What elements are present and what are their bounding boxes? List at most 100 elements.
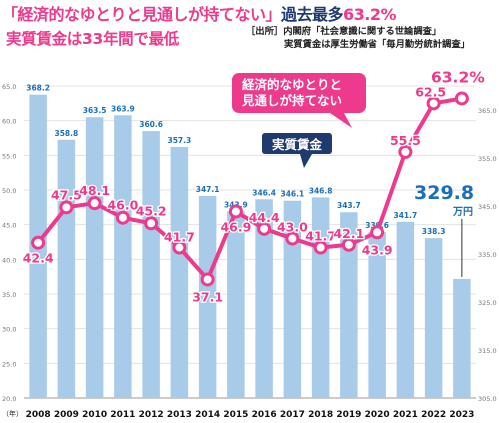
x-tick-label: 2013 [167,410,192,420]
line-value-label: 42.1 [333,226,364,241]
bar [424,238,443,398]
line-point [200,272,215,287]
line-series-callout-pointer [330,113,352,128]
bar-series-callout-pointer [300,154,312,168]
right-axis: 305.0 315.0 325.0 335.0 345.0 355.0 365.0 [478,107,497,403]
title-record: 過去最多 [281,5,344,24]
bar-value-label: 358.8 [55,129,79,138]
left-tick-label: 35.0 [2,291,16,299]
line-point [285,231,300,246]
right-tick-label: 335.0 [478,251,497,259]
right-tick-label: 345.0 [478,203,497,211]
left-tick-label: 65.0 [2,83,16,91]
source-note: ［出所］内閣府「社会意識に関する世論調査」 実質賃金は厚生労働省「毎月勤労統計調… [246,25,470,51]
bar [85,117,104,398]
line-point [313,240,328,255]
bar-value-label: 343.7 [337,201,361,210]
bar-value-label: 360.6 [139,120,163,129]
line-value-label: 62.5 [415,84,446,99]
x-tick-label: 2019 [336,410,361,420]
x-tick-label: 2014 [195,410,220,420]
line-value-label-last: 63.2% [431,68,485,86]
bar-value-label: 363.9 [111,104,135,113]
line-value-label: 43.0 [277,220,308,235]
line-value-label: 41.7 [164,230,195,245]
line-point [172,240,187,255]
x-tick-label: 2015 [223,410,248,420]
right-tick-label: 315.0 [478,347,497,355]
bar [396,221,415,398]
x-tick-label: 2023 [449,410,474,420]
right-tick-label: 305.0 [478,395,497,403]
line-value-label: 46.9 [220,219,251,234]
bar [340,212,358,398]
bar [198,195,217,398]
left-tick-label: 25.0 [2,360,16,368]
bar-value-label: 347.1 [196,185,220,194]
x-tick-label: 2009 [54,410,79,420]
line-series-callout-text: 経済的なゆとりと [242,77,342,92]
right-tick-label: 365.0 [478,107,497,115]
bar [170,146,189,398]
line-value-label: 48.1 [79,183,110,198]
x-tick-label: 2021 [393,410,418,420]
line-value-label: 42.4 [23,251,54,266]
line-series-callout-text: 見通しが持てない [241,93,342,108]
left-tick-label: 50.0 [2,187,16,195]
right-tick-label: 325.0 [478,299,497,307]
x-tick-label: 2010 [82,410,107,420]
bar-value-label: 346.1 [281,190,305,199]
line-value-label: 45.2 [136,203,167,218]
x-tick-label: 2012 [139,410,164,420]
line-point [59,200,74,215]
line-point [228,204,243,219]
left-tick-label: 20.0 [2,395,16,403]
right-tick-label: 355.0 [478,155,497,163]
line-value-label: 55.5 [390,133,421,148]
source-line-1: ［出所］内閣府「社会意識に関する世論調査」 [246,26,442,37]
x-axis: （年） 2008 2009 2010 2011 2012 2013 2014 2015 2016 2… [2,409,474,420]
x-tick-label: 2022 [421,410,446,420]
line-point [398,144,413,159]
bar-value-label: 346.8 [309,186,333,195]
x-tick-label: 2018 [308,410,333,420]
title-percent: 63.2% [343,5,397,24]
source-line-2: 実質賃金は厚生労働省「毎月勤労統計調査」 [284,39,470,50]
line-series [31,91,469,287]
bar [142,131,160,398]
bar-value-label: 363.5 [83,106,107,115]
line-point [87,196,102,211]
left-tick-label: 60.0 [2,118,16,126]
left-tick-label: 30.0 [2,326,16,334]
left-tick-label: 55.0 [2,152,16,160]
last-bar-value: 329.8 [414,182,474,204]
line-point [115,210,130,225]
title-quote: 「経済的なゆとりと見通しが持てない」 [2,5,282,24]
bar-series-callout-text: 実質賃金 [272,137,323,152]
line-point [454,91,469,106]
line-point [370,225,385,240]
bar [453,278,471,398]
line-point [144,216,159,231]
bar [57,139,76,398]
x-unit-label: （年） [2,409,23,418]
bar [311,197,330,398]
line-value-label: 47.5 [51,187,82,202]
chart-title: 「経済的なゆとりと見通しが持てない」過去最多63.2% [2,1,498,24]
x-tick-label: 2020 [365,410,390,420]
bar-value-label: 346.4 [252,188,276,197]
bar [114,115,132,398]
bar-value-label: 357.3 [168,136,192,145]
bar [283,200,302,398]
bar [368,231,386,398]
bar-series [29,94,471,398]
line-value-label: 41.7 [305,229,336,244]
x-tick-label: 2017 [280,410,305,420]
bar-value-label: 338.3 [422,227,446,236]
line-path [36,96,463,282]
line-point [426,96,441,111]
line-value-label: 46.0 [107,198,138,213]
line-value-label: 44.4 [249,210,280,225]
